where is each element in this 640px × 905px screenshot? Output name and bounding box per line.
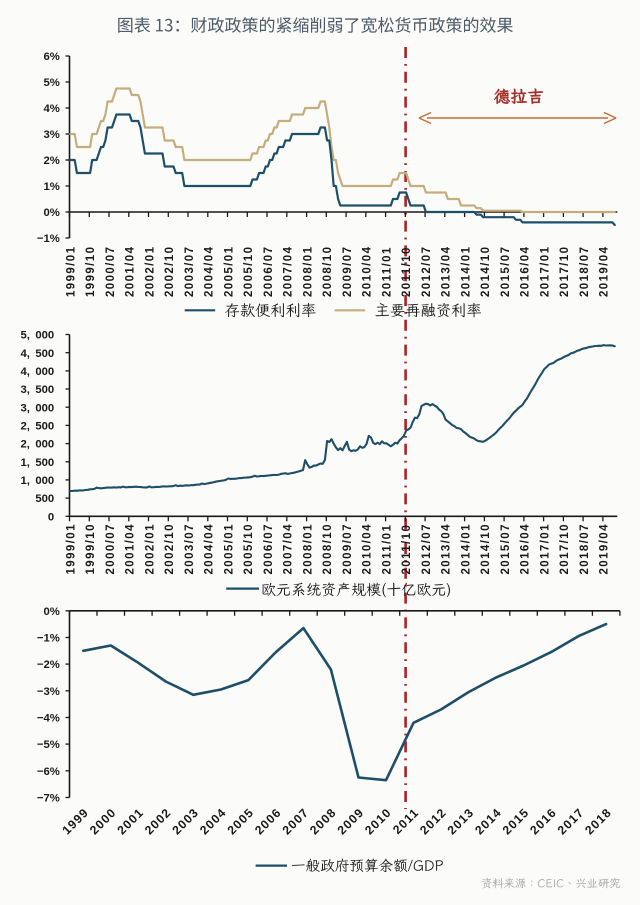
svg-text:−1%: −1%	[37, 633, 60, 645]
svg-text:2002/01: 2002/01	[144, 523, 156, 574]
svg-text:2009/07: 2009/07	[342, 246, 354, 297]
svg-text:1, 500: 1, 500	[21, 457, 55, 469]
svg-text:−7%: −7%	[37, 793, 60, 805]
svg-text:3, 500: 3, 500	[21, 384, 55, 396]
svg-text:2010/04: 2010/04	[362, 246, 374, 297]
svg-text:2016/04: 2016/04	[520, 523, 532, 574]
svg-text:2018/07: 2018/07	[579, 246, 591, 297]
svg-text:2005/10: 2005/10	[243, 523, 255, 574]
svg-text:2011/10: 2011/10	[401, 524, 413, 575]
svg-text:2000/07: 2000/07	[105, 523, 117, 574]
svg-text:2015/07: 2015/07	[500, 246, 512, 297]
svg-text:2002/01: 2002/01	[144, 246, 156, 297]
svg-text:2006/07: 2006/07	[263, 246, 275, 297]
svg-text:2003/07: 2003/07	[184, 523, 196, 574]
svg-text:2, 500: 2, 500	[21, 421, 55, 433]
svg-text:2019/04: 2019/04	[599, 523, 611, 574]
svg-text:2016/04: 2016/04	[520, 246, 532, 297]
svg-text:−2%: −2%	[37, 659, 60, 671]
svg-text:3%: 3%	[43, 129, 59, 141]
svg-text:2004/04: 2004/04	[204, 523, 216, 574]
svg-text:4, 000: 4, 000	[21, 366, 55, 378]
svg-text:2011/01: 2011/01	[381, 246, 393, 297]
svg-text:2%: 2%	[43, 155, 59, 167]
svg-text:2011/10: 2011/10	[401, 246, 413, 297]
svg-text:0: 0	[48, 511, 54, 523]
svg-text:2008/10: 2008/10	[322, 523, 334, 574]
svg-text:2014/10: 2014/10	[480, 246, 492, 297]
svg-text:2013/04: 2013/04	[441, 246, 453, 297]
svg-text:2012/07: 2012/07	[421, 246, 433, 297]
svg-text:5, 000: 5, 000	[21, 330, 55, 342]
svg-text:2006/07: 2006/07	[263, 523, 275, 574]
svg-text:2007/04: 2007/04	[283, 523, 295, 574]
svg-text:2013/04: 2013/04	[441, 523, 453, 574]
svg-text:1999/10: 1999/10	[85, 246, 97, 297]
svg-text:−1%: −1%	[37, 233, 60, 245]
svg-text:1999/10: 1999/10	[85, 523, 97, 574]
svg-text:0%: 0%	[43, 207, 59, 219]
svg-text:2014/10: 2014/10	[480, 523, 492, 574]
svg-text:0%: 0%	[43, 606, 59, 618]
svg-text:1999/01: 1999/01	[65, 246, 77, 297]
svg-text:4%: 4%	[43, 103, 59, 115]
svg-text:2000/07: 2000/07	[105, 246, 117, 297]
svg-text:2007/04: 2007/04	[283, 246, 295, 297]
svg-text:2019/04: 2019/04	[599, 246, 611, 297]
svg-text:6%: 6%	[43, 51, 59, 63]
svg-text:5%: 5%	[43, 77, 59, 89]
svg-text:2008/01: 2008/01	[302, 523, 314, 574]
svg-text:3, 000: 3, 000	[21, 402, 55, 414]
svg-text:2010/04: 2010/04	[362, 523, 374, 574]
svg-text:2009/07: 2009/07	[342, 523, 354, 574]
svg-text:4, 500: 4, 500	[21, 348, 55, 360]
svg-text:500: 500	[35, 493, 54, 505]
svg-text:2005/01: 2005/01	[223, 523, 235, 574]
svg-text:1%: 1%	[43, 181, 59, 193]
svg-text:2017/01: 2017/01	[539, 523, 551, 574]
svg-text:−3%: −3%	[37, 686, 60, 698]
svg-text:2008/10: 2008/10	[322, 246, 334, 297]
svg-text:2011/01: 2011/01	[381, 524, 393, 575]
svg-text:−4%: −4%	[37, 713, 60, 725]
svg-text:2001/04: 2001/04	[125, 523, 137, 574]
svg-text:2014/01: 2014/01	[460, 523, 472, 574]
svg-text:2003/07: 2003/07	[184, 246, 196, 297]
svg-text:2014/01: 2014/01	[460, 246, 472, 297]
svg-text:2002/10: 2002/10	[164, 246, 176, 297]
svg-text:2017/01: 2017/01	[539, 246, 551, 297]
svg-text:2008/01: 2008/01	[302, 246, 314, 297]
svg-text:2017/10: 2017/10	[559, 523, 571, 574]
svg-text:2018/07: 2018/07	[579, 523, 591, 574]
svg-text:2012/07: 2012/07	[421, 523, 433, 574]
svg-text:2002/10: 2002/10	[164, 523, 176, 574]
svg-text:1, 000: 1, 000	[21, 475, 55, 487]
svg-text:2017/10: 2017/10	[559, 246, 571, 297]
svg-text:−5%: −5%	[37, 739, 60, 751]
svg-text:2001/04: 2001/04	[125, 246, 137, 297]
svg-text:2004/04: 2004/04	[204, 246, 216, 297]
svg-text:2005/01: 2005/01	[223, 246, 235, 297]
svg-text:2005/10: 2005/10	[243, 246, 255, 297]
svg-text:2, 000: 2, 000	[21, 439, 55, 451]
svg-text:1999/01: 1999/01	[65, 523, 77, 574]
svg-text:2015/07: 2015/07	[500, 523, 512, 574]
svg-text:−6%: −6%	[37, 766, 60, 778]
